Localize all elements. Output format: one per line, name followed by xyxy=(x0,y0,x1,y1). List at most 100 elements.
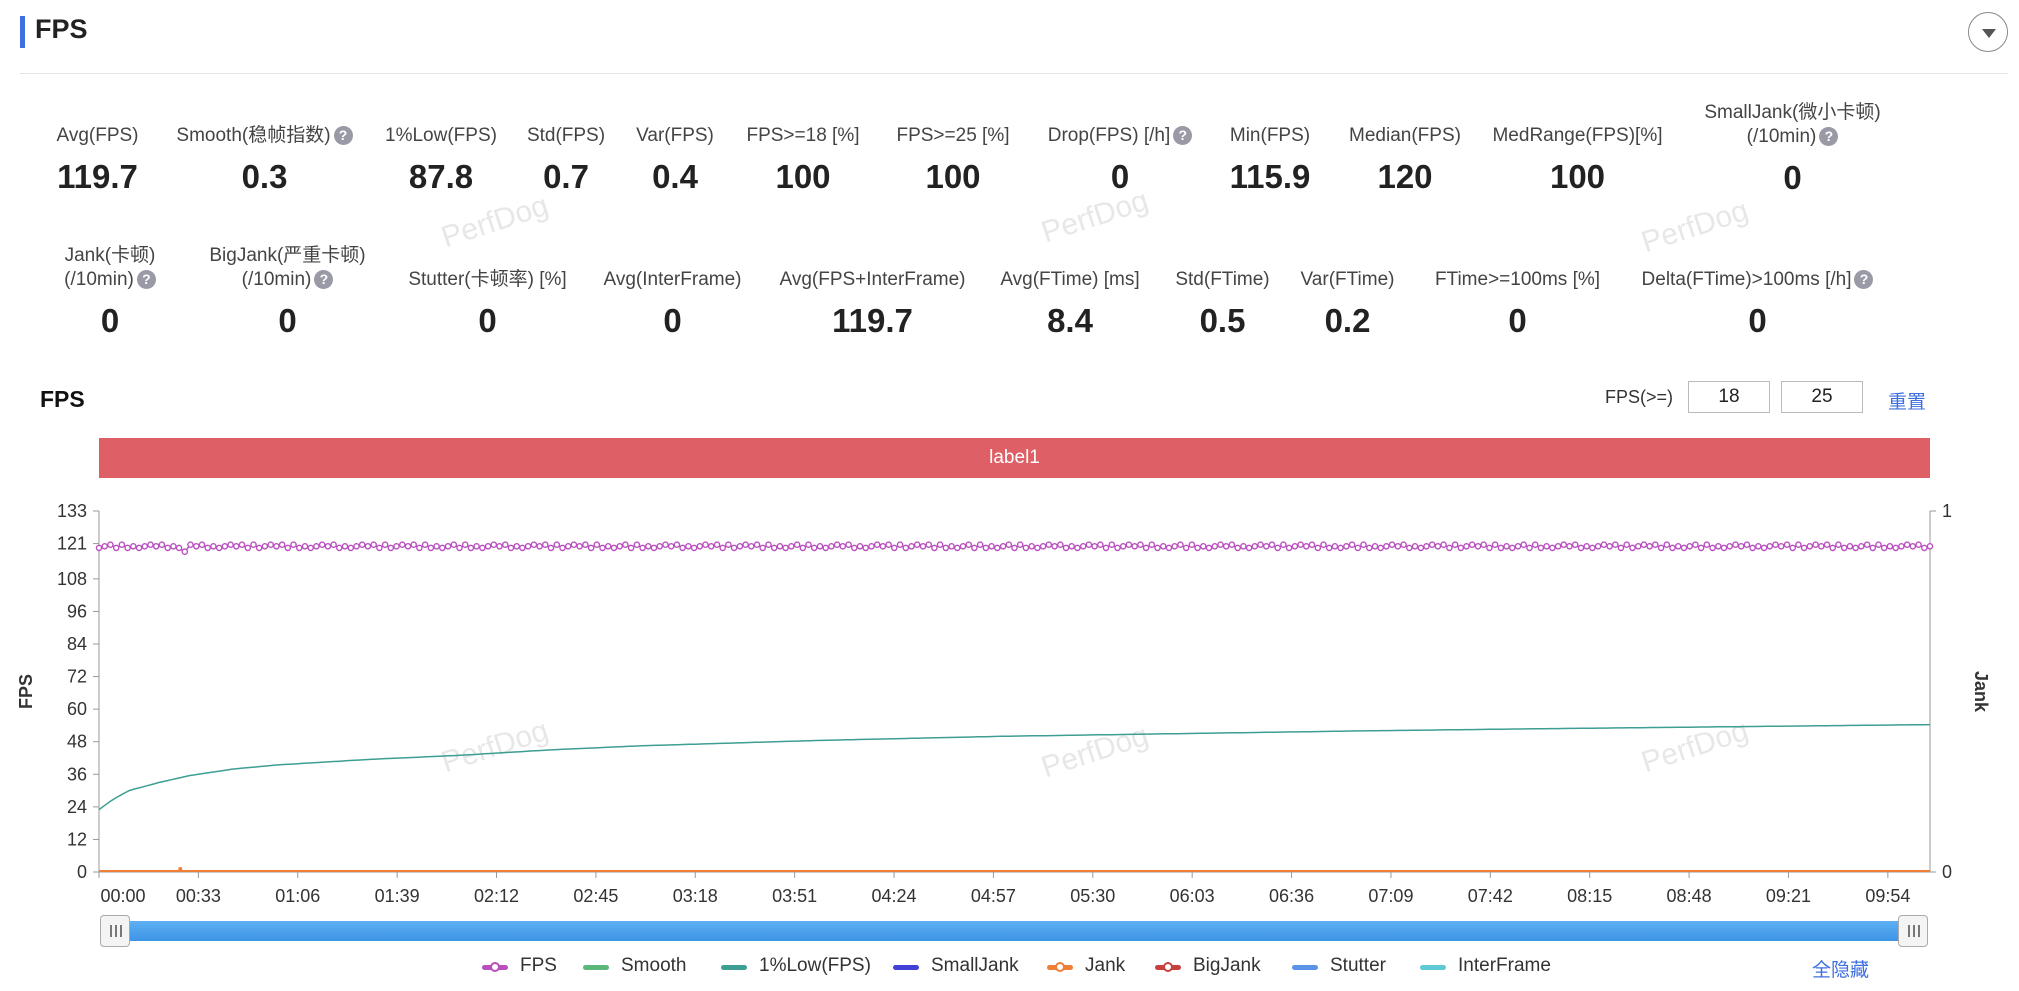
series-point-fps xyxy=(484,543,492,550)
metric-value: 100 xyxy=(1549,158,1606,195)
series-point-fps xyxy=(1222,543,1230,550)
series-point-fps xyxy=(1715,543,1722,550)
x-tick-label: 09:54 xyxy=(1865,886,1910,906)
series-point-fps xyxy=(1612,541,1619,549)
series-point-fps xyxy=(1732,541,1739,549)
metric-min-fps: Min(FPS) 115.9 xyxy=(1220,124,1320,196)
slider-handle-right[interactable] xyxy=(1898,915,1928,947)
series-point-fps xyxy=(988,543,995,550)
series-point-fps xyxy=(685,543,692,550)
series-point-fps xyxy=(170,543,177,550)
metric-var-ftime: Var(FTime) 0.2 xyxy=(1295,268,1400,340)
x-tick-label: 07:09 xyxy=(1368,886,1413,906)
series-point-fps xyxy=(1800,544,1808,552)
series-point-fps xyxy=(1131,543,1138,550)
legend-swatch xyxy=(1292,965,1318,970)
series-point-fps xyxy=(1497,544,1505,552)
series-line-1pct-low xyxy=(98,723,1931,811)
series-point-fps xyxy=(1720,544,1728,552)
y-tick-label: 48 xyxy=(67,732,87,752)
metric-label: Std(FPS) xyxy=(526,125,606,146)
series-point-fps xyxy=(101,543,108,550)
series-point-fps xyxy=(936,541,944,549)
series-point-fps xyxy=(1554,543,1562,550)
hide-all-button[interactable]: 全隐藏 xyxy=(1812,960,1870,981)
series-point-fps xyxy=(971,544,978,552)
legend-label: Stutter xyxy=(1330,955,1386,976)
series-point-fps xyxy=(1091,543,1098,550)
series-point-fps xyxy=(650,544,658,552)
series-point-fps xyxy=(364,543,372,550)
help-icon[interactable]: ? xyxy=(333,126,353,145)
series-point-fps xyxy=(1726,543,1733,550)
time-range-slider[interactable] xyxy=(102,921,1927,941)
series-point-fps xyxy=(1680,544,1688,552)
series-point-fps xyxy=(358,541,366,549)
series-point-fps xyxy=(622,541,629,549)
series-point-fps xyxy=(1846,543,1854,550)
help-icon[interactable]: ? xyxy=(314,270,334,289)
slider-handle-left[interactable] xyxy=(100,915,130,947)
metric-fps-ge-18: FPS>=18 [%] 100 xyxy=(738,124,868,196)
series-point-fps xyxy=(1154,544,1161,552)
series-point-fps xyxy=(1526,544,1533,552)
metric-label: Stutter(卡顿率) [%] xyxy=(408,269,567,290)
series-point-fps xyxy=(925,541,933,549)
series-point-fps xyxy=(278,541,286,549)
series-point-fps xyxy=(845,541,852,549)
series-point-fps xyxy=(1137,541,1144,549)
series-point-fps xyxy=(873,541,881,549)
series-point-fps xyxy=(1617,544,1625,552)
legend-marker xyxy=(1163,962,1173,972)
series-point-fps xyxy=(656,543,664,550)
series-point-fps xyxy=(1772,541,1779,549)
series-point-fps xyxy=(416,544,423,552)
help-icon[interactable]: ? xyxy=(136,270,156,289)
series-point-fps xyxy=(387,544,395,552)
series-point-fps xyxy=(725,541,732,549)
series-point-fps xyxy=(1531,541,1539,549)
series-point-fps xyxy=(1360,541,1367,549)
series-point-fps xyxy=(748,543,755,550)
series-point-fps xyxy=(982,544,990,552)
legend-label: Jank xyxy=(1085,955,1126,976)
series-point-fps xyxy=(1474,543,1482,550)
series-point-fps xyxy=(1903,541,1911,549)
series-point-fps xyxy=(1240,543,1247,550)
series-point-fps xyxy=(828,543,835,550)
series-point-fps xyxy=(559,544,566,552)
series-point-fps xyxy=(1880,544,1888,552)
help-icon[interactable]: ? xyxy=(1819,127,1839,146)
series-point-fps xyxy=(788,543,795,550)
help-icon[interactable]: ? xyxy=(1854,270,1874,289)
metric-label: Avg(InterFrame) xyxy=(603,269,742,290)
chevron-down-icon xyxy=(1982,29,1996,38)
series-point-fps xyxy=(318,541,326,549)
metric-label: Var(FTime) xyxy=(1300,269,1395,290)
series-point-fps xyxy=(1325,544,1333,552)
series-point-fps xyxy=(719,544,727,552)
series-point-fps xyxy=(1898,543,1905,550)
series-point-fps xyxy=(118,541,126,549)
series-point-fps xyxy=(816,543,824,550)
series-point-fps xyxy=(1652,541,1659,549)
threshold-input-1[interactable] xyxy=(1688,381,1770,413)
metric-value: 100 xyxy=(775,158,831,195)
label-bar[interactable]: label1 xyxy=(99,438,1930,478)
x-tick-label: 06:36 xyxy=(1269,886,1314,906)
series-point-fps xyxy=(805,541,812,549)
series-point-fps xyxy=(776,543,784,550)
threshold-input-2[interactable] xyxy=(1781,381,1863,413)
series-point-fps xyxy=(1388,541,1396,549)
series-point-fps xyxy=(1337,544,1344,552)
series-point-fps xyxy=(639,544,646,552)
series-point-fps xyxy=(221,543,229,550)
series-point-fps xyxy=(1571,541,1579,549)
help-icon[interactable]: ? xyxy=(1173,126,1193,145)
series-point-fps xyxy=(232,543,240,550)
legend-swatch xyxy=(893,965,919,970)
metric-drop-fps: Drop(FPS) [/h]? 0 xyxy=(1040,124,1200,196)
reset-button[interactable]: 重置 xyxy=(1888,392,1927,413)
collapse-button[interactable] xyxy=(1968,12,2008,52)
